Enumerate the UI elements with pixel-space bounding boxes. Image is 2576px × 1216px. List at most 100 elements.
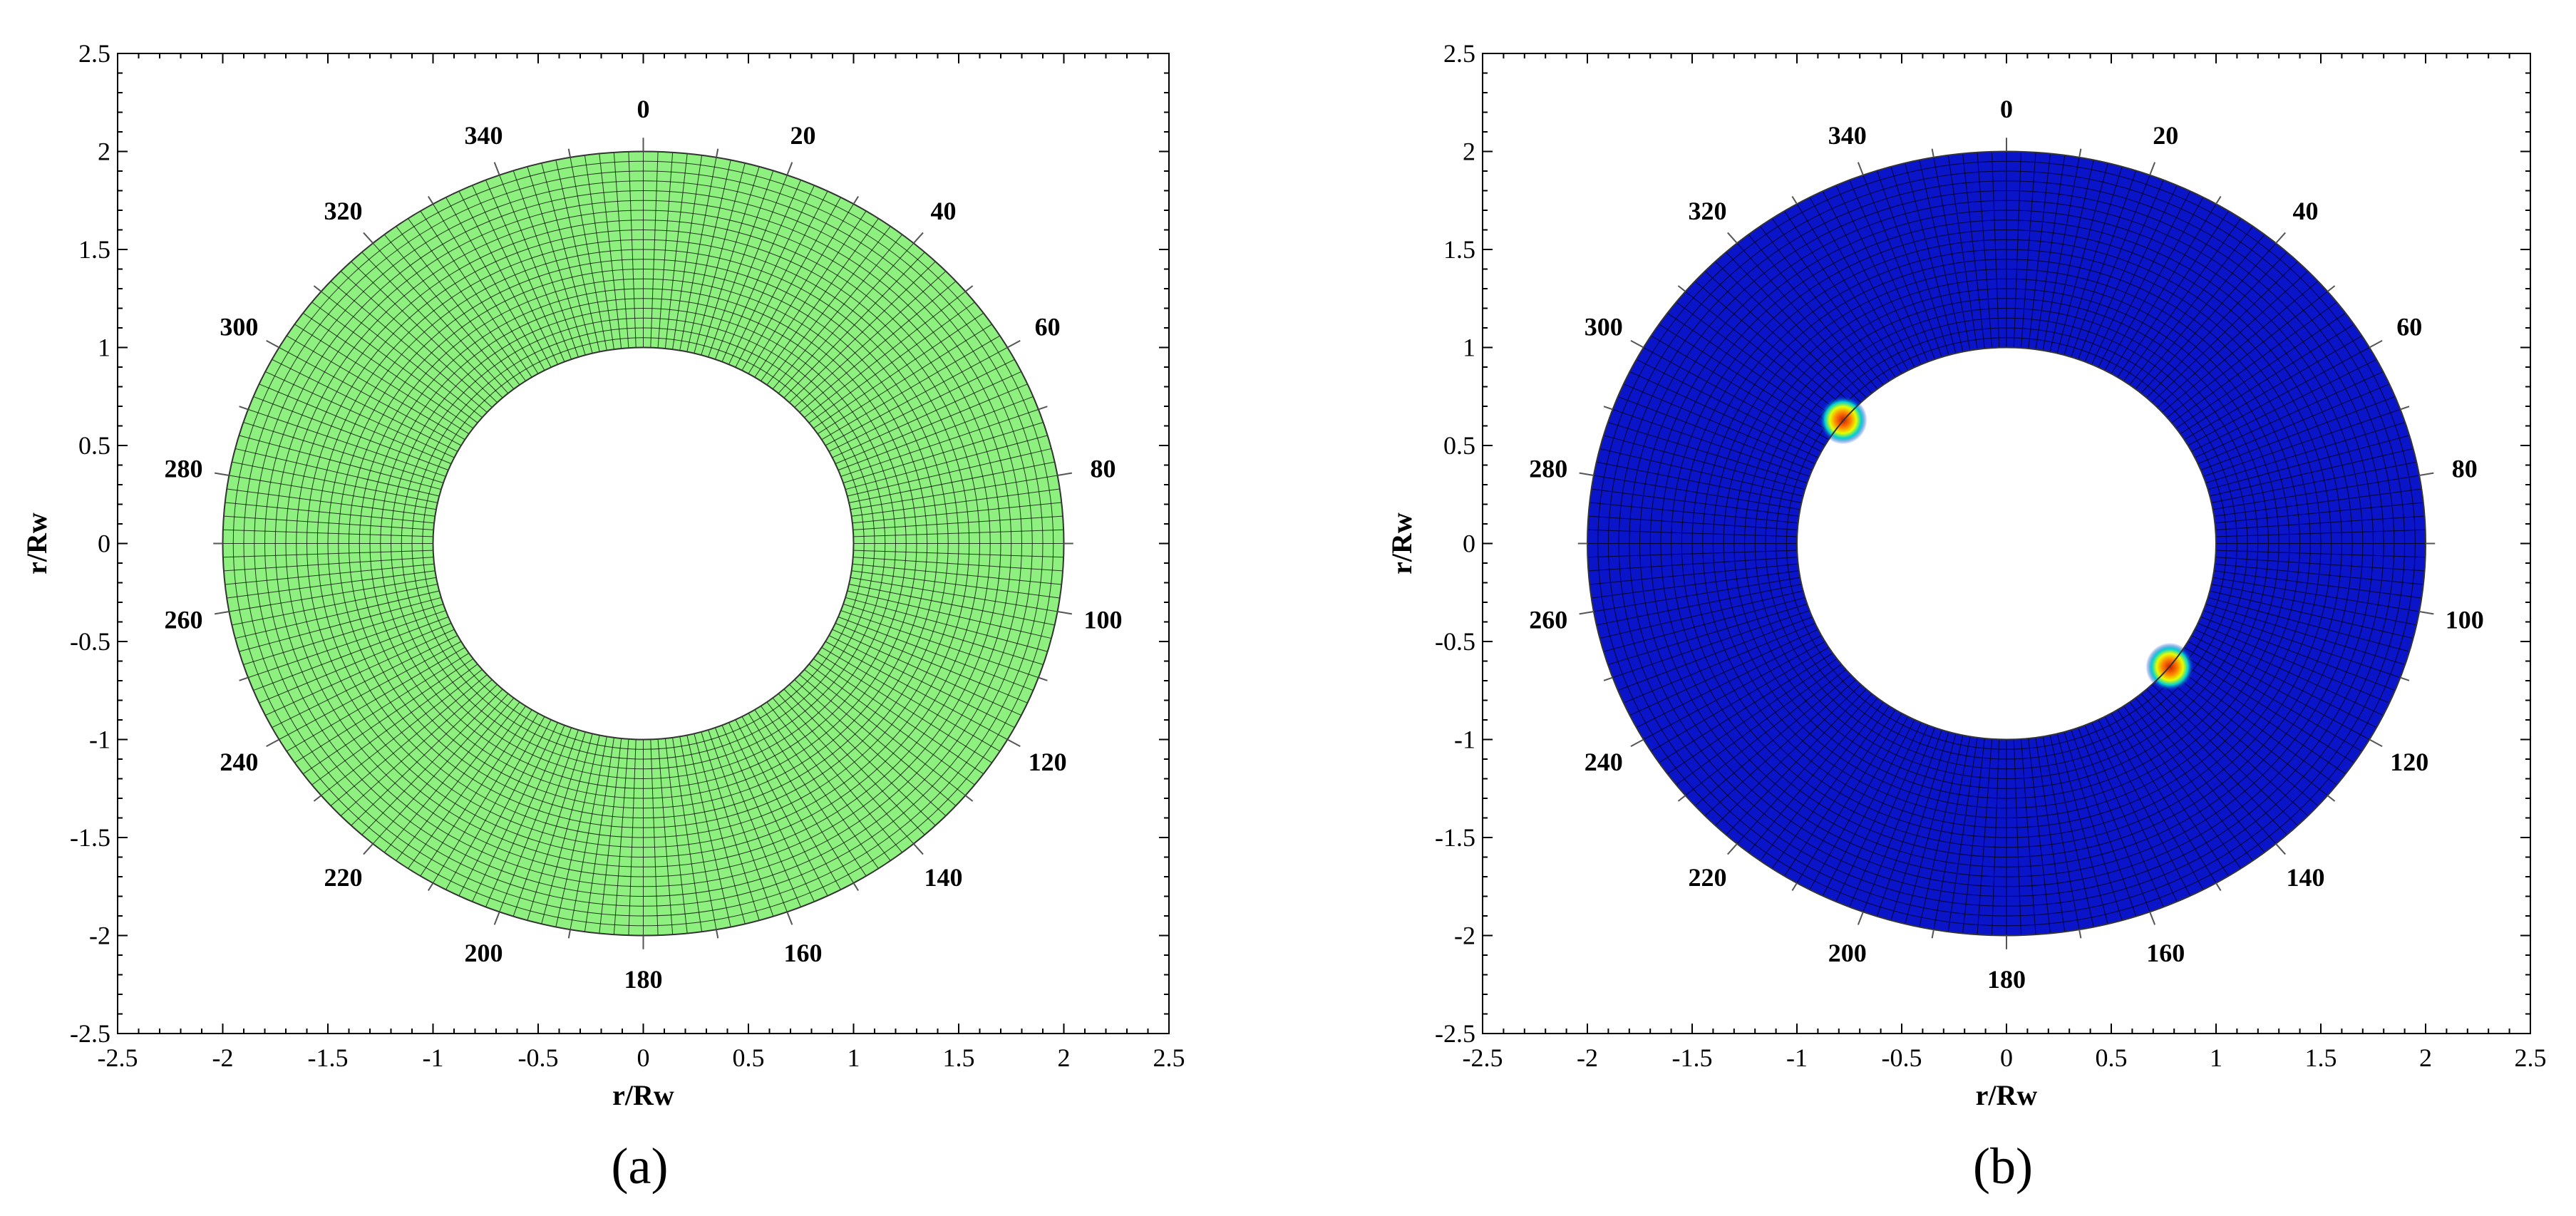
annulus-fill [222,151,1064,936]
y-tick-label: 0.5 [78,431,110,460]
angle-label: 240 [1585,748,1623,776]
y-tick-label: -0.5 [1435,627,1475,656]
x-tick-labels: -2.5 -2 -1.5 -1 -0.5 0 0.5 1 1.5 2 2.5 [98,1044,1185,1072]
x-tick-label: -2.5 [98,1044,138,1072]
x-tick-label: 1 [847,1044,860,1072]
x-tick-label: 0.5 [2096,1044,2128,1072]
mesh-spokes [222,151,1064,936]
angle-label: 320 [1688,197,1726,225]
x-tick-label: 2 [2419,1044,2432,1072]
angle-label: 180 [624,965,663,994]
angle-label: 80 [2452,454,2478,483]
inner-boundary [432,346,855,741]
x-tick-label: -0.5 [1882,1044,1922,1072]
x-axis-label: r/Rw [612,1079,674,1111]
x-tick-label: 2 [1058,1044,1071,1072]
mesh-spokes [1587,151,2426,936]
angle-label: 120 [1029,748,1067,776]
panel-label: (a) [612,1138,669,1195]
angle-label: 180 [1987,965,2026,994]
y-tick-label: 1.5 [78,235,110,264]
x-tick-label: -1.5 [308,1044,349,1072]
angle-label: 60 [2396,312,2422,341]
angle-tick-marks [1577,138,2436,949]
angle-label: 120 [2390,748,2428,776]
y-tick-label: 2 [98,138,110,166]
angle-label: 200 [1828,939,1867,967]
x-tick-label: 0 [2000,1044,2013,1072]
mesh-spoke-lines [1587,151,2426,936]
angle-label: 40 [2293,197,2319,225]
y-tick-label: 0 [98,530,110,558]
y-tick-label: -0.5 [70,627,110,656]
panel-label: (b) [1973,1138,2033,1195]
x-tick-label: 0.5 [733,1044,765,1072]
mesh-layer [222,151,1064,936]
y-tick-label: 1.5 [1443,235,1475,264]
x-tick-label: -2 [212,1044,234,1072]
panel-a: 0204060801001201401601802002202402602803… [21,39,1185,1195]
angle-label: 260 [1529,606,1567,634]
x-tick-labels: -2.5 -2 -1.5 -1 -0.5 0 0.5 1 1.5 2 2.5 [1463,1044,2547,1072]
x-tick-label: -2.5 [1463,1044,1503,1072]
angle-label: 80 [1090,454,1116,483]
x-axis-label: r/Rw [1976,1079,2038,1111]
angle-labels: 0 20 40 60 80 100 120 140 160 180 200 220 240 260 280 3… [1529,95,2484,994]
angle-label: 200 [465,939,503,967]
angle-label: 20 [790,121,815,150]
angle-label: 140 [924,863,962,892]
y-tick-label: -2 [1454,922,1475,950]
y-axis-label: r/Rw [21,512,53,574]
x-tick-label: -2 [1577,1044,1598,1072]
angle-label: 300 [1585,312,1623,341]
y-tick-labels: -2.5 -2 -1.5 -1 -0.5 0 0.5 1 1.5 2 2.5 [70,39,110,1048]
angle-label: 60 [1035,312,1061,341]
angle-label: 320 [324,197,363,225]
hotspot-layer [1818,396,2195,691]
y-tick-label: -1.5 [70,823,110,852]
angle-label: 140 [2287,863,2325,892]
x-tick-label: 1 [2210,1044,2222,1072]
angle-label: 280 [165,454,203,483]
y-tick-label: 0.5 [1443,431,1475,460]
angle-label: 280 [1529,454,1567,483]
angle-labels: 0 20 40 60 80 100 120 140 160 180 200 220 240 260 280 3… [165,95,1123,994]
angle-label: 40 [930,197,956,225]
x-tick-label: 1.5 [2305,1044,2337,1072]
mesh-layer [1587,151,2426,936]
angle-ticks [1577,138,2436,949]
y-tick-label: -1.5 [1435,823,1475,852]
angle-label: 160 [783,939,822,967]
axis-tick-marks [1482,53,2531,1034]
inner-boundary [1796,346,2217,741]
axis-ticks [1482,53,2531,1034]
angle-label: 100 [2446,606,2484,634]
y-tick-label: -2 [89,922,110,950]
axis-ticks [117,53,1170,1034]
angle-label: 0 [637,95,650,123]
x-tick-label: -1 [423,1044,444,1072]
x-tick-label: 0 [637,1044,650,1072]
y-tick-label: -1 [89,726,110,754]
x-tick-label: 2.5 [2515,1044,2547,1072]
angle-label: 0 [2000,95,2013,123]
y-tick-labels: -2.5 -2 -1.5 -1 -0.5 0 0.5 1 1.5 2 2.5 [1435,39,1475,1048]
y-tick-label: -2.5 [1435,1019,1475,1048]
y-tick-label: 2 [1463,138,1475,166]
angle-label: 20 [2153,121,2178,150]
angle-label: 220 [324,863,363,892]
y-tick-label: 2.5 [78,39,110,68]
mesh-spoke-lines [222,151,1064,936]
angle-ticks [213,138,1073,949]
y-tick-label: -1 [1454,726,1475,754]
angle-label: 220 [1688,863,1726,892]
axis-tick-marks [117,53,1170,1034]
x-tick-label: -1 [1786,1044,1808,1072]
y-axis-label: r/Rw [1386,512,1418,574]
angle-label: 260 [165,606,203,634]
panel-b: 0204060801001201401601802002202402602803… [1386,39,2547,1195]
x-tick-label: -0.5 [518,1044,559,1072]
x-tick-label: 1.5 [943,1044,975,1072]
y-tick-label: -2.5 [70,1019,110,1048]
